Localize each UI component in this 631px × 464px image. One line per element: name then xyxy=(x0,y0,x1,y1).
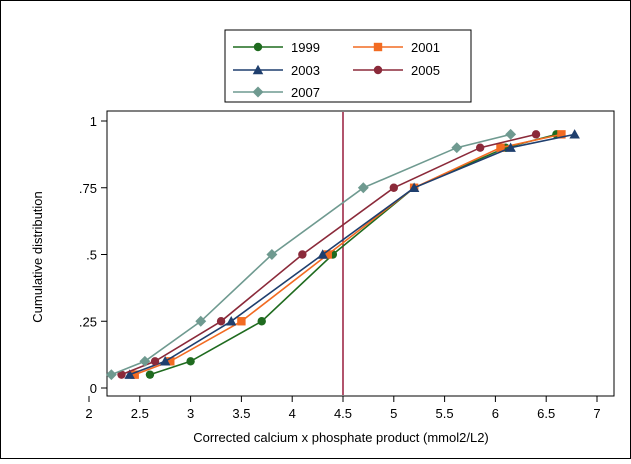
x-tick-label: 2 xyxy=(85,406,92,421)
legend-label: 2005 xyxy=(411,63,440,78)
legend-item-2001: 2001 xyxy=(353,40,440,55)
legend-item-1999: 1999 xyxy=(233,40,320,55)
data-point xyxy=(237,317,246,326)
data-point xyxy=(323,250,332,259)
legend-item-2007: 2007 xyxy=(233,85,320,100)
series-layer xyxy=(105,128,580,381)
data-point xyxy=(130,370,139,379)
x-tick-label: 4.5 xyxy=(334,406,352,421)
legend-label: 2007 xyxy=(291,85,320,100)
legend-marker xyxy=(253,42,263,52)
legend-marker xyxy=(373,65,383,75)
legend-label: 2003 xyxy=(291,63,320,78)
data-point xyxy=(505,128,517,140)
data-point xyxy=(531,130,541,139)
y-tick-label: .25 xyxy=(79,314,97,329)
y-tick-label: 0 xyxy=(90,381,97,396)
data-point xyxy=(451,142,463,154)
series-2003 xyxy=(124,129,580,379)
legend-label: 1999 xyxy=(291,40,320,55)
y-tick-label: .75 xyxy=(79,181,97,196)
data-point xyxy=(159,356,171,366)
data-point xyxy=(124,369,135,379)
data-point xyxy=(505,142,516,152)
y-axis: 0 .25 .5 .75 1 xyxy=(79,114,107,396)
x-tick-label: 5.5 xyxy=(436,406,454,421)
data-point xyxy=(357,182,369,194)
data-point xyxy=(569,129,580,139)
data-point xyxy=(105,369,117,381)
data-point xyxy=(298,250,307,259)
data-point xyxy=(225,316,237,326)
data-point xyxy=(166,357,175,366)
y-axis-label: Cumulative distribution xyxy=(30,191,45,323)
legend-marker xyxy=(252,86,264,98)
data-point xyxy=(389,183,398,192)
data-point xyxy=(557,130,566,139)
legend-item-2005: 2005 xyxy=(353,63,440,78)
x-tick-label: 7 xyxy=(593,406,600,421)
data-point xyxy=(408,182,420,192)
data-point xyxy=(496,143,505,152)
data-point xyxy=(216,317,226,326)
y-tick-label: .5 xyxy=(86,248,97,263)
series-2007 xyxy=(105,128,517,381)
data-point xyxy=(257,317,266,326)
data-point xyxy=(117,370,126,379)
x-tick-label: 2.5 xyxy=(131,406,149,421)
x-tick-label: 4 xyxy=(289,406,296,421)
legend-marker xyxy=(252,64,264,75)
data-point xyxy=(139,355,151,367)
x-tick-label: 6.5 xyxy=(537,406,555,421)
x-tick-label: 3 xyxy=(187,406,194,421)
legend-label: 2001 xyxy=(411,40,440,55)
legend-item-2003: 2003 xyxy=(233,63,320,78)
data-point xyxy=(475,143,485,152)
x-tick-label: 5 xyxy=(390,406,397,421)
data-point xyxy=(150,357,160,366)
x-tick-label: 3.5 xyxy=(232,406,250,421)
legend-box xyxy=(224,29,472,103)
data-point xyxy=(317,249,328,259)
legend-items: 1999 2001 2003 2005 2007 xyxy=(233,40,440,100)
data-point xyxy=(145,370,155,379)
data-point xyxy=(195,315,207,327)
legend: 1999 2001 2003 2005 2007 xyxy=(224,29,472,103)
data-point xyxy=(186,357,195,366)
legend-marker xyxy=(373,42,383,52)
x-axis-label: Corrected calcium x phosphate product (m… xyxy=(193,430,489,445)
series-2005 xyxy=(117,130,541,379)
x-axis: 2 2.5 3 3.5 4 4.5 5 5.5 6 6.5 7 xyxy=(85,396,601,421)
x-tick-label: 6 xyxy=(492,406,499,421)
data-point xyxy=(266,249,278,260)
y-tick-label: 1 xyxy=(90,114,97,129)
